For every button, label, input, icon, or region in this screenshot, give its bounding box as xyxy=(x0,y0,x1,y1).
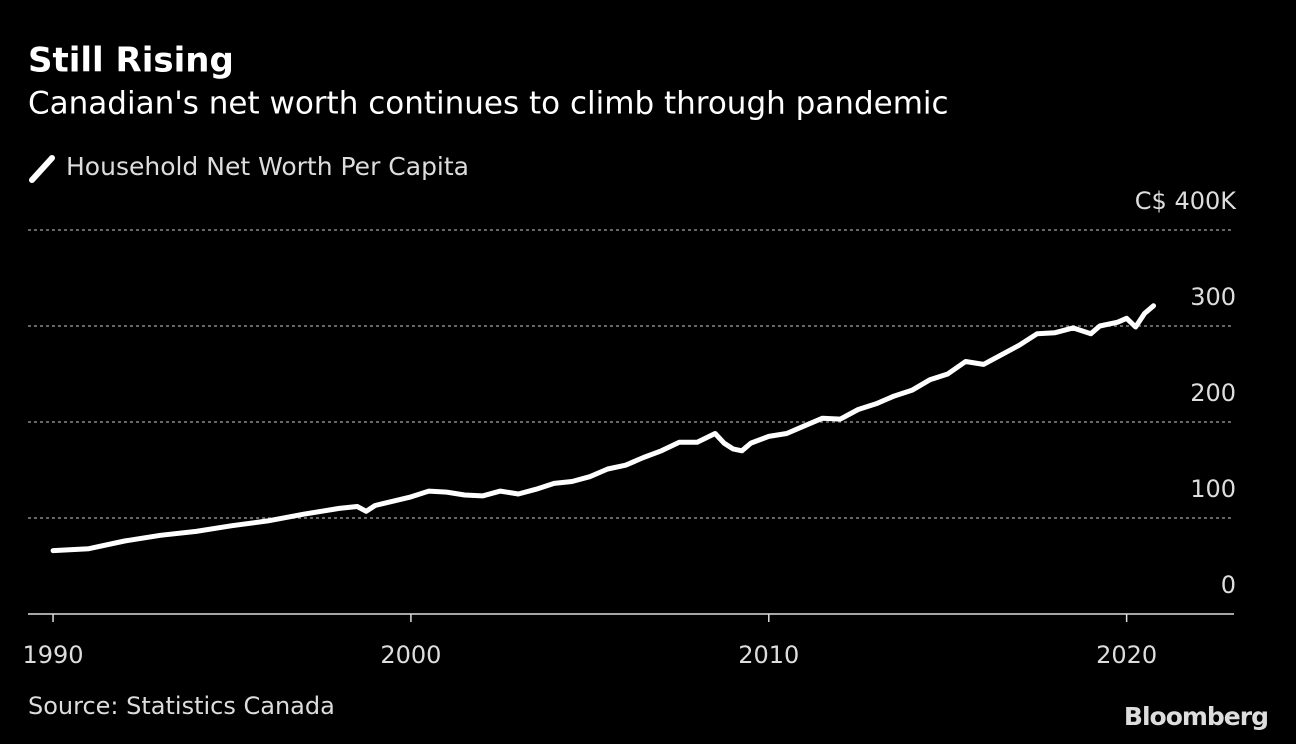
x-tick-label: 2010 xyxy=(738,641,799,669)
legend-label: Household Net Worth Per Capita xyxy=(66,152,469,181)
y-tick-label: C$ 400K xyxy=(1135,187,1237,215)
data-line xyxy=(50,303,1156,554)
source: Source: Statistics Canada xyxy=(28,692,335,720)
y-tick-label: 300 xyxy=(1190,283,1236,311)
y-tick-label: 100 xyxy=(1190,475,1236,503)
brand: Bloomberg xyxy=(1124,702,1268,731)
x-tick-label: 2000 xyxy=(380,641,441,669)
chart-subtitle: Canadian's net worth continues to climb … xyxy=(28,86,949,122)
legend-swatch xyxy=(29,155,55,183)
chart-title: Still Rising xyxy=(28,41,234,81)
y-tick-label: 0 xyxy=(1221,571,1236,599)
y-tick-label: 200 xyxy=(1190,379,1236,407)
x-tick-label: 1990 xyxy=(23,641,84,669)
x-tick-label: 2020 xyxy=(1096,641,1157,669)
